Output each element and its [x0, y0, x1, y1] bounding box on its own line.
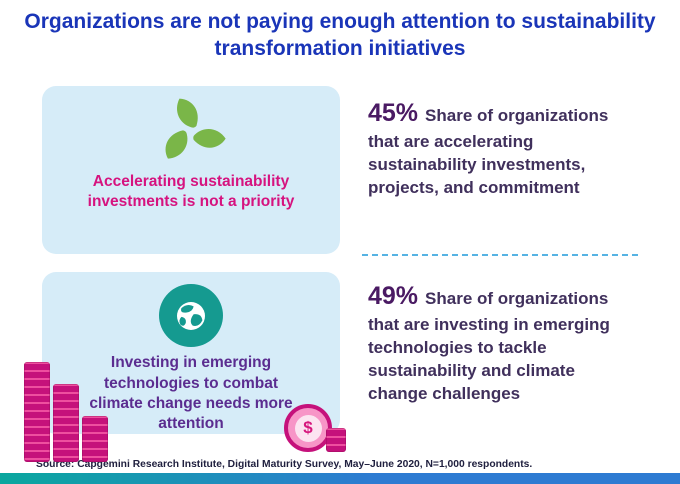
card-label-sustainability: Accelerating sustainability investments … [87, 173, 295, 211]
bottom-accent-bar [0, 473, 680, 484]
page-title: Organizations are not paying enough atte… [24, 10, 656, 61]
coin-stack [326, 428, 346, 452]
stat-block-45: 45% Share of organizations that are accel… [368, 97, 613, 200]
coin-stack [53, 384, 79, 462]
dollar-coin-illustration: $ [284, 404, 346, 452]
dollar-sign: $ [294, 414, 322, 442]
coin-stacks-illustration [24, 360, 108, 462]
card-sustainability-investments: Accelerating sustainability investments … [42, 86, 340, 254]
stat-value-45: 45% [368, 99, 419, 127]
dollar-coin-icon: $ [284, 404, 332, 452]
stat-value-49: 49% [368, 282, 419, 310]
stat-description-49: Share of organizations that are investin… [368, 289, 610, 403]
globe-icon [159, 284, 223, 348]
card-label-emerging-tech: Investing in emerging technologies to co… [89, 354, 293, 432]
coin-stack [24, 362, 50, 462]
recycle-leaves-icon [154, 98, 228, 166]
stat-description-45: Share of organizations that are accelera… [368, 106, 609, 197]
source-note: Source: Capgemini Research Institute, Di… [36, 459, 533, 470]
card-emerging-technologies: Investing in emerging technologies to co… [42, 272, 340, 434]
coin-stack [82, 416, 108, 462]
dashed-divider [362, 254, 638, 256]
stat-block-49: 49% Share of organizations that are inves… [368, 280, 613, 406]
